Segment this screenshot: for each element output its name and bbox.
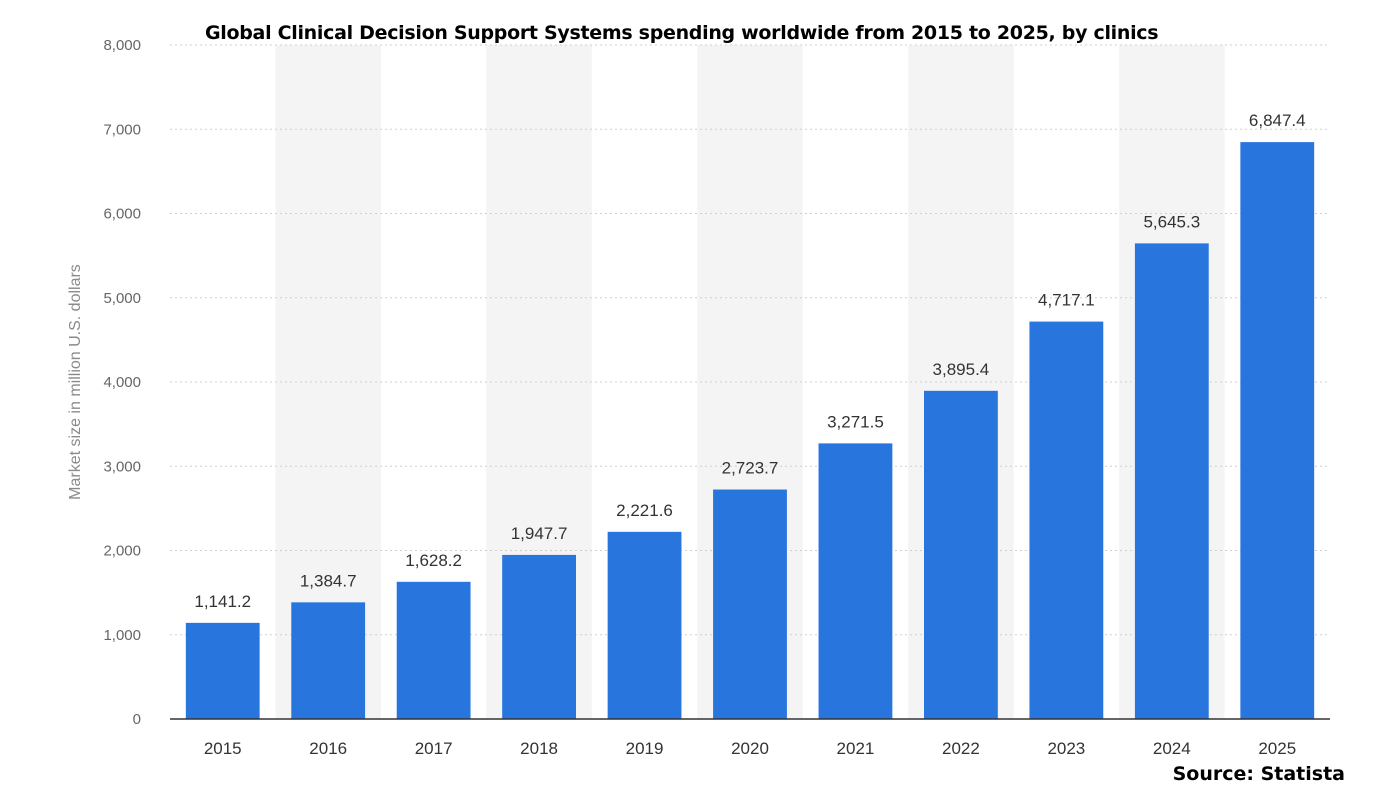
source-label: Source: Statista — [1172, 763, 1345, 785]
data-label: 3,895.4 — [933, 360, 990, 379]
data-label: 3,271.5 — [827, 412, 884, 431]
x-tick-label: 2025 — [1258, 739, 1296, 758]
x-tick-label: 2019 — [626, 739, 664, 758]
bar — [1134, 243, 1209, 719]
x-tick-label: 2021 — [837, 739, 875, 758]
x-tick-label: 2017 — [415, 739, 453, 758]
data-label: 2,221.6 — [616, 501, 673, 520]
y-tick-label: 1,000 — [103, 627, 141, 644]
x-tick-label: 2015 — [204, 739, 242, 758]
x-tick-label: 2018 — [520, 739, 558, 758]
bar — [291, 602, 366, 719]
data-label: 4,717.1 — [1038, 291, 1095, 310]
y-tick-label: 6,000 — [103, 206, 141, 223]
data-label: 1,384.7 — [300, 571, 357, 590]
y-tick-label: 0 — [133, 711, 141, 728]
data-label: 6,847.4 — [1249, 111, 1306, 130]
data-label: 1,141.2 — [194, 592, 251, 611]
data-label: 1,628.2 — [405, 551, 462, 570]
y-tick-label: 4,000 — [103, 374, 141, 391]
data-label: 5,645.3 — [1143, 212, 1200, 231]
y-tick-label: 8,000 — [103, 37, 141, 54]
bar — [502, 554, 576, 719]
y-tick-label: 2,000 — [103, 543, 141, 560]
bar — [607, 531, 682, 719]
data-label: 1,947.7 — [511, 524, 568, 543]
y-tick-label: 5,000 — [103, 290, 141, 307]
x-tick-label: 2016 — [309, 739, 347, 758]
bar — [1029, 321, 1104, 719]
x-tick-label: 2022 — [942, 739, 980, 758]
bar — [1240, 142, 1315, 719]
bar — [396, 581, 471, 719]
y-tick-label: 3,000 — [103, 458, 141, 475]
x-tick-label: 2020 — [731, 739, 769, 758]
y-tick-label: 7,000 — [103, 121, 141, 138]
y-axis-label: Market size in million U.S. dollars — [67, 264, 84, 500]
x-tick-label: 2023 — [1047, 739, 1085, 758]
bar — [713, 489, 787, 719]
bar — [924, 390, 998, 719]
data-label: 2,723.7 — [722, 459, 779, 478]
x-tick-label: 2024 — [1153, 739, 1191, 758]
bar — [185, 622, 260, 719]
chart-title: Global Clinical Decision Support Systems… — [205, 22, 1159, 44]
bar — [818, 443, 893, 719]
